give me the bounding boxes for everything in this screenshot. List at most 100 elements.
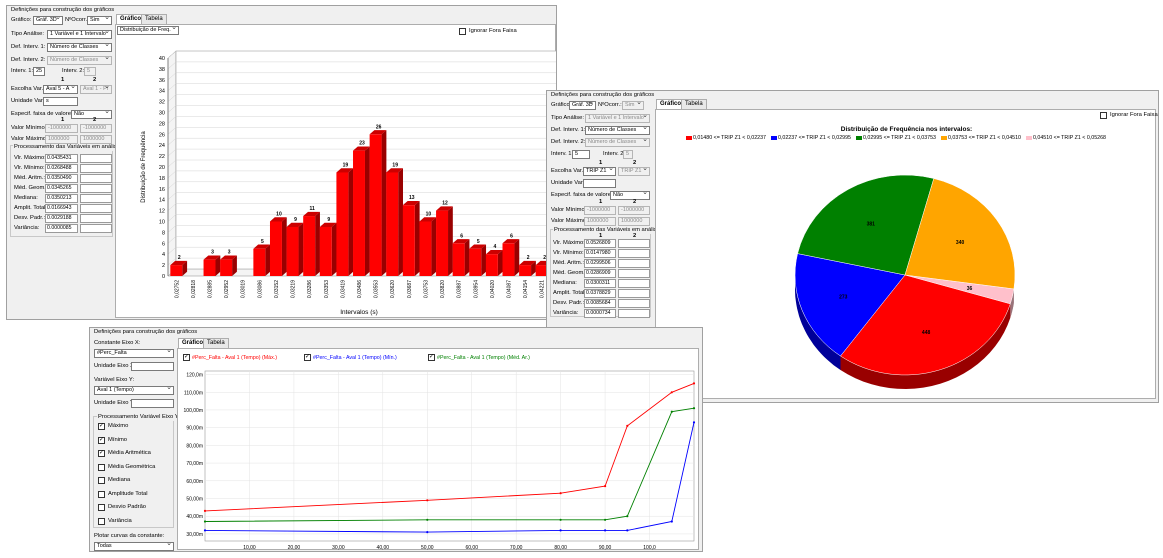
grid-line [167, 170, 177, 179]
x-tick-label: 0,02885 [208, 280, 214, 298]
constx-select[interactable]: #Perc_Falta [94, 349, 174, 358]
stat-label: Variância: [553, 310, 579, 316]
stat-value: 0.0299506 [584, 259, 616, 268]
chart-panel: Distribuição de Freq. Ignorar Fora Faixa… [115, 24, 556, 318]
ignorar-label: Ignorar Fora Faixa [1110, 112, 1158, 118]
tab-tabela[interactable]: Tabela [141, 14, 167, 24]
def2-select[interactable]: Número de Classes [585, 138, 650, 147]
y-tick-label: 18 [159, 176, 165, 182]
stat-checkbox[interactable] [98, 477, 105, 484]
tipo-select[interactable]: 1 Variável e 1 Intervalo [47, 30, 112, 39]
stat-checkbox[interactable] [98, 504, 105, 511]
x-tick-label: 0,02952 [224, 280, 230, 298]
grafico-select[interactable]: Gráf. 3D [569, 101, 596, 110]
vmax-input-2[interactable]: 1000000 [618, 217, 650, 226]
stat-checkbox-label: Mediana [108, 477, 131, 483]
stat-value-2 [618, 259, 650, 268]
faixa-select[interactable]: Não [71, 110, 112, 119]
grafico-select[interactable]: Gráf. 3D [33, 16, 63, 25]
unidy-label: Unidade Eixo Y: [94, 400, 136, 406]
histogram-bar [452, 239, 470, 276]
unidade-input[interactable]: s [43, 97, 78, 106]
escolha-select-2[interactable]: TRIP Z1 [618, 167, 650, 176]
escolha-label: Escolha Var.: [551, 168, 585, 174]
series-point [670, 410, 673, 413]
vmax-input-1[interactable]: 1000000 [45, 135, 78, 144]
vmin-input-2[interactable]: -1000000 [618, 206, 650, 215]
chart-type-select[interactable]: Distribuição de Freq. [117, 26, 179, 35]
stat-checkbox[interactable] [98, 517, 105, 525]
x-tick-label: 0,03419 [340, 280, 346, 298]
unidade-input[interactable] [583, 179, 616, 188]
grid-line [167, 257, 177, 266]
legend-entry[interactable]: ✓ #Perc_Falta - Aval 1 (Tempo) (Méd. Ar.) [428, 354, 530, 361]
legend-swatch [856, 135, 862, 140]
histogram-bar [386, 168, 403, 276]
series-point [692, 407, 696, 410]
grafico-label: Gráfico: [11, 17, 32, 23]
window-histogram: Definições para construção dos gráficos … [6, 5, 557, 320]
vmax-input-2[interactable]: 1000000 [80, 135, 112, 144]
vmax-input-1[interactable]: 1000000 [584, 217, 616, 226]
stat-checkbox[interactable] [98, 490, 105, 498]
stat-checkbox[interactable]: ✓ [98, 436, 105, 444]
series-point [426, 518, 429, 521]
int1-input[interactable]: 25 [33, 67, 45, 76]
grid-line [167, 116, 177, 124]
legend-label: #Perc_Falta - Aval 1 (Tempo) (Máx.) [192, 354, 277, 361]
tab-tabela[interactable]: Tabela [681, 99, 707, 109]
ignorar-checkbox[interactable] [1100, 112, 1107, 119]
series-point [604, 529, 607, 532]
nocorr-label: NºOcorr.: [598, 102, 622, 108]
histogram-bar [319, 222, 337, 276]
legend-checkbox[interactable]: ✓ [183, 354, 190, 361]
legend-swatch [941, 135, 947, 140]
vary-select[interactable]: Aval 1 (Tempo) [94, 386, 174, 395]
stat-checkbox[interactable] [98, 463, 105, 471]
int2-input[interactable]: 5 [84, 67, 96, 76]
stat-checkbox-label: Desvio Padrão [108, 504, 147, 510]
legend-entry[interactable]: ✓ #Perc_Falta - Aval 1 (Tempo) (Máx.) [183, 354, 277, 361]
tab-tabela[interactable]: Tabela [203, 338, 229, 348]
stat-checkbox[interactable]: ✓ [98, 423, 105, 430]
stat-checkbox[interactable]: ✓ [98, 450, 105, 457]
y-tick-label: 120,0m [186, 373, 203, 379]
int2-input[interactable]: 5 [623, 150, 633, 159]
plotar-select[interactable]: Todas [94, 542, 174, 551]
y-tick-label: 50,00m [186, 497, 203, 503]
ignorar-checkbox[interactable] [459, 28, 466, 35]
legend-checkbox[interactable]: ✓ [304, 354, 311, 361]
faixa-select[interactable]: Não [610, 191, 650, 200]
stat-label: Variância: [14, 225, 40, 231]
unidx-input[interactable] [131, 362, 174, 371]
vmin-input-2[interactable]: -1000000 [80, 124, 112, 133]
escolha-select-1[interactable]: TRIP Z1 [583, 167, 616, 176]
vmin-input-1[interactable]: -1000000 [45, 124, 78, 133]
stat-checkbox-label: Média Aritmética [108, 450, 151, 456]
def2-select[interactable]: Número de Classes [47, 56, 112, 65]
x-tick-label: 0,04087 [506, 280, 512, 298]
escolha-select-2[interactable]: Aval 1 - Pi [80, 85, 112, 94]
x-tick-label: 0,03019 [241, 280, 247, 298]
legend-entry[interactable]: ✓ #Perc_Falta - Aval 1 (Tempo) (Mín.) [304, 354, 397, 361]
y-tick-label: 40 [159, 56, 165, 62]
escolha-select-1[interactable]: Aval 5 - A [43, 85, 78, 94]
bar-value-label: 10 [426, 212, 432, 218]
vmin-input-1[interactable]: -1000000 [584, 206, 616, 215]
stat-checkbox-label: Média Geométrica [108, 463, 156, 470]
grid-line [167, 214, 177, 222]
legend-checkbox[interactable]: ✓ [428, 354, 435, 361]
nocorr-select[interactable]: Sim [87, 16, 112, 25]
stat-label: Amplit. Total: [553, 290, 587, 296]
tipo-select[interactable]: 1 Variável e 1 Intervalo [585, 114, 650, 123]
legend-entry: 0,01480 <= TRIP Z1 < 0,02237 [686, 135, 766, 141]
def1-select[interactable]: Número de Classes [585, 126, 650, 135]
def1-select[interactable]: Número de Classes [47, 43, 112, 52]
nocorr-select[interactable]: Sim [622, 101, 644, 110]
stat-value: 0.0000085 [45, 224, 78, 233]
x-tick-label: 0,03486 [357, 280, 363, 298]
unidy-input[interactable] [131, 399, 174, 408]
stat-value-2 [618, 279, 650, 288]
int1-input[interactable]: 5 [572, 150, 590, 159]
int1-label: Interv. 1: [11, 68, 34, 74]
